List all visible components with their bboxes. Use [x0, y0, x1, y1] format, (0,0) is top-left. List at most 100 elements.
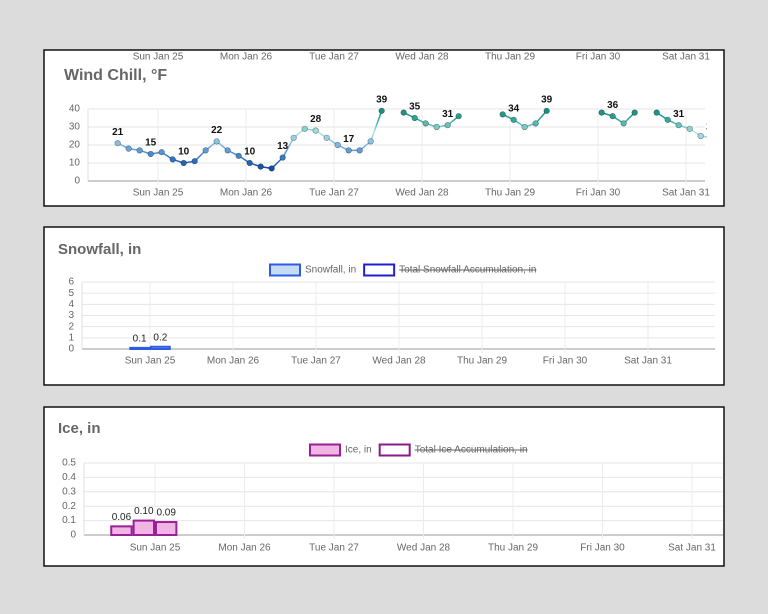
x-tick-label-top: Mon Jan 26	[220, 52, 273, 63]
data-label: 0.2	[153, 332, 167, 343]
y-tick-label: 4	[68, 299, 74, 310]
y-tick-label: 0.2	[62, 501, 76, 512]
data-point	[213, 138, 220, 145]
legend-swatch[interactable]	[269, 263, 301, 277]
data-label: 15	[145, 138, 157, 149]
data-label: 17	[343, 134, 355, 145]
data-point	[620, 120, 627, 127]
x-tick-label: Tue Jan 27	[309, 543, 359, 554]
data-label: 0.06	[112, 512, 132, 523]
data-point	[653, 109, 660, 116]
x-tick-label: Sun Jan 25	[125, 356, 176, 367]
data-point	[136, 147, 143, 154]
y-tick-label: 1	[68, 332, 74, 343]
data-label: 21	[112, 127, 124, 138]
x-tick-label-top: Sun Jan 25	[133, 52, 184, 63]
data-point	[367, 138, 374, 145]
y-tick-label: 0	[74, 176, 80, 187]
data-label: 13	[277, 141, 289, 152]
data-point	[224, 147, 231, 154]
x-tick-label: Sat Jan 31	[668, 543, 716, 554]
data-point	[257, 163, 264, 170]
data-label: 22	[211, 125, 223, 136]
data-label: 39	[541, 94, 553, 105]
data-label: 0.09	[156, 508, 176, 519]
data-point	[444, 122, 451, 129]
data-label: 10	[178, 147, 190, 158]
data-point	[532, 120, 539, 127]
x-tick-label: Sun Jan 25	[130, 543, 181, 554]
data-label: 10	[244, 147, 256, 158]
bar	[150, 345, 171, 350]
panel-background	[43, 49, 725, 207]
legend-label[interactable]: Snowfall, in	[305, 265, 356, 276]
data-point	[433, 123, 440, 131]
x-tick-label: Tue Jan 27	[291, 356, 341, 367]
legend-swatch[interactable]	[363, 263, 396, 277]
data-point	[246, 159, 253, 167]
x-tick-label: Sun Jan 25	[133, 188, 184, 199]
data-label: 36	[607, 100, 619, 111]
data-label: 39	[376, 94, 388, 105]
data-label: 34	[508, 103, 520, 114]
data-point	[356, 147, 363, 154]
x-tick-label-top: Thu Jan 29	[485, 52, 535, 63]
x-tick-label: Thu Jan 29	[457, 356, 507, 367]
panel-background	[43, 226, 725, 386]
y-tick-label: 20	[69, 140, 81, 151]
chart-title: Ice, in	[58, 420, 101, 437]
bar	[129, 346, 150, 350]
data-point	[158, 149, 165, 156]
data-label: 31	[673, 109, 685, 120]
bar	[132, 519, 155, 536]
x-tick-label: Thu Jan 29	[485, 188, 535, 199]
plot-area: 21 15 10 22 10 13 28 17 39 35 31 34 39 36 31 24	[112, 94, 718, 172]
bar	[110, 525, 133, 536]
data-point	[191, 158, 198, 165]
chart-title: Snowfall, in	[58, 241, 141, 258]
data-point	[125, 145, 132, 152]
data-point	[114, 140, 121, 147]
x-tick-label-top: Wed Jan 28	[395, 52, 449, 63]
data-point	[180, 159, 187, 167]
data-point	[422, 120, 429, 127]
x-tick-label: Wed Jan 28	[397, 543, 451, 554]
y-tick-label: 3	[68, 310, 74, 321]
data-point	[609, 113, 616, 120]
legend-label[interactable]: Ice, in	[345, 445, 372, 456]
data-point	[345, 147, 352, 154]
y-tick-label: 6	[68, 277, 74, 288]
x-tick-label: Mon Jan 26	[218, 543, 271, 554]
data-point	[697, 132, 704, 140]
plot-area: 0.1 0.2	[129, 332, 171, 350]
y-tick-label: 10	[69, 158, 81, 169]
legend-swatch[interactable]	[309, 443, 341, 457]
data-point	[455, 113, 462, 120]
data-point	[521, 123, 528, 131]
x-tick-label: Fri Jan 30	[576, 188, 621, 199]
data-label: 24	[706, 121, 718, 132]
x-tick-label: Fri Jan 30	[543, 356, 588, 367]
data-point	[279, 154, 286, 161]
data-point	[499, 111, 506, 118]
y-tick-label: 0	[70, 530, 76, 541]
y-tick-label: 2	[68, 321, 74, 332]
data-point	[312, 127, 319, 134]
y-tick-label: 0.1	[62, 515, 76, 526]
x-tick-label: Mon Jan 26	[220, 188, 273, 199]
legend-swatch[interactable]	[378, 443, 411, 457]
x-tick-label: Sat Jan 31	[624, 356, 672, 367]
data-point	[290, 134, 297, 141]
y-tick-label: 0.5	[62, 458, 76, 469]
data-point	[598, 109, 605, 116]
data-point	[378, 107, 385, 114]
data-point	[631, 109, 638, 116]
chart-panel: Wind Chill, °F 0 10 20 30 40 Sun Jan 25 Sun Jan…	[43, 49, 725, 207]
data-label: 28	[310, 114, 322, 125]
data-point	[301, 125, 308, 132]
data-point	[268, 165, 275, 172]
y-tick-label: 40	[69, 104, 81, 115]
